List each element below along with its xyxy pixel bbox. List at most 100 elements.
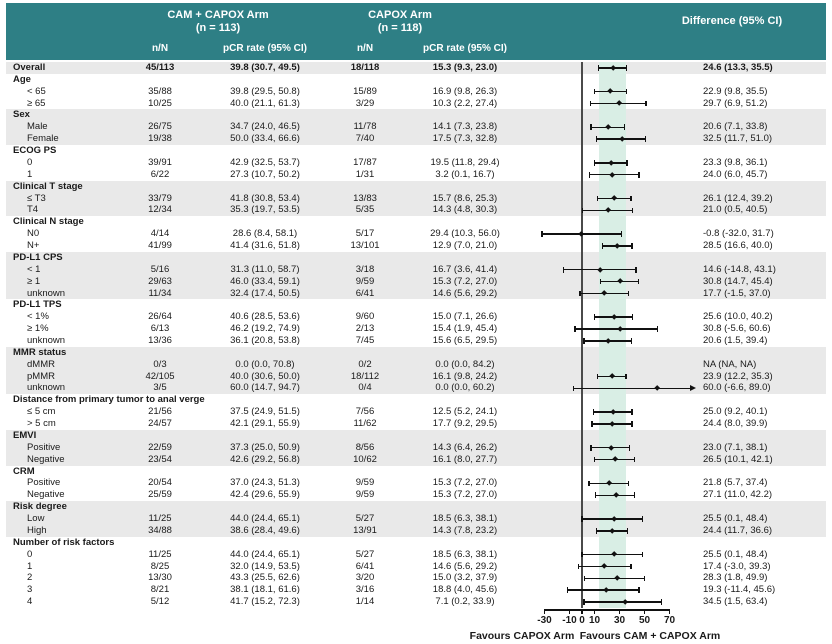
cell-arm1-nn: 13/30	[148, 572, 172, 584]
cell-arm2-nn: 1/31	[355, 168, 375, 180]
ci-cap-left	[588, 480, 590, 487]
ci-cap-left	[599, 278, 602, 285]
cell-arm1-nn: 25/59	[148, 489, 172, 501]
cell-arm2-pcr: 18.5 (6.3, 38.1)	[432, 513, 498, 525]
cell-arm2-pcr: 17.5 (7.3, 32.8)	[432, 133, 498, 145]
cell-arm1-pcr: 37.0 (24.3, 51.3)	[230, 477, 300, 489]
group-header-label: ECOG PS	[13, 145, 57, 157]
cell-arm2-nn: 6/41	[355, 287, 375, 299]
cell-arm1-pcr: 37.5 (24.9, 51.5)	[230, 406, 300, 418]
row-label: Positive	[27, 477, 61, 489]
ci-cap-right	[660, 599, 662, 605]
cell-difference: 30.8 (14.7, 45.4)	[703, 275, 773, 287]
cell-arm1-pcr: 39.8 (30.7, 49.5)	[230, 62, 300, 73]
cell-arm2-nn: 3/18	[355, 263, 375, 275]
point-estimate-marker	[610, 515, 617, 523]
cell-difference: 20.6 (1.5, 39.4)	[703, 335, 768, 346]
table-row: N+ 41/99 41.4 (31.6, 51.8) 13/101 12.9 (7.0,…	[6, 240, 826, 252]
axis-tick	[668, 609, 671, 614]
ci-cap-left	[596, 195, 599, 202]
point-estimate-marker	[577, 230, 585, 238]
cell-arm2-nn: 0/4	[358, 382, 372, 394]
ci-cap-left	[583, 338, 585, 344]
group-header-label: EMVI	[13, 429, 37, 441]
cell-arm1-nn: 26/75	[148, 121, 172, 133]
ci-cap-left	[592, 409, 595, 415]
cell-arm1-nn: 3/5	[153, 382, 167, 394]
col-header-nn1: n/N	[151, 43, 169, 54]
point-estimate-marker	[612, 456, 619, 463]
cell-arm2-pcr: 15.6 (6.5, 29.5)	[432, 335, 498, 346]
cell-difference: 26.1 (12.4, 39.2)	[703, 192, 773, 204]
table-row: Clinical N stage	[6, 216, 826, 228]
ci-cap-right	[628, 480, 630, 487]
ci-cap-right	[625, 88, 628, 95]
cell-arm2-nn: 13/83	[353, 192, 377, 204]
cell-arm2-nn: 15/89	[353, 85, 377, 97]
cell-arm2-pcr: 15.3 (7.2, 27.0)	[432, 489, 498, 501]
cell-arm2-nn: 0/2	[358, 358, 372, 370]
ci-cap-right	[631, 207, 634, 214]
cell-arm2-pcr: 18.8 (4.0, 45.6)	[432, 584, 498, 596]
table-row: PD-L1 TPS	[6, 299, 826, 311]
cell-arm2-pcr: 18.5 (6.3, 38.1)	[432, 548, 498, 560]
axis-tick	[643, 609, 646, 614]
ci-cap-left	[593, 456, 596, 463]
table-row: ECOG PS	[6, 145, 826, 157]
cell-arm2-pcr: 16.1 (9.8, 24.2)	[432, 370, 498, 382]
cell-arm2-nn: 13/91	[353, 524, 377, 536]
table-row: Negative 25/59 42.4 (29.6, 55.9) 9/59 15.3 (…	[6, 489, 826, 501]
point-estimate-marker	[601, 290, 608, 297]
point-estimate-marker	[612, 492, 619, 499]
table-row: Positive 22/59 37.3 (25.0, 50.9) 8/56 14.3 (…	[6, 442, 826, 454]
ci-cap-right	[641, 551, 644, 558]
table-row: < 65 35/88 39.8 (29.5, 50.8) 15/89 16.9 (9.8…	[6, 86, 826, 98]
point-estimate-marker	[617, 325, 624, 333]
table-row: High 34/88 38.6 (28.4, 49.6) 13/91 14.3 (7.8…	[6, 525, 826, 537]
ci-cap-left	[595, 492, 597, 499]
point-estimate-marker	[603, 587, 610, 594]
cell-arm2-pcr: 7.1 (0.2, 33.9)	[435, 596, 495, 608]
cell-arm2-nn: 11/78	[353, 121, 377, 133]
cell-arm1-pcr: 43.3 (25.5, 62.6)	[230, 572, 300, 584]
group-header-label: Clinical T stage	[13, 180, 83, 192]
cell-arm1-pcr: 27.3 (10.7, 50.2)	[230, 168, 300, 180]
row-label: pMMR	[27, 370, 55, 382]
table-row: EMVI	[6, 430, 826, 442]
table-row: ≥ 1 29/63 46.0 (33.4, 59.1) 9/59 15.3 (7.2, …	[6, 276, 826, 288]
group-shading	[6, 501, 826, 537]
cell-difference: 32.5 (11.7, 51.0)	[703, 133, 773, 145]
cell-difference: 24.4 (8.0, 39.9)	[703, 418, 768, 430]
cell-arm2-pcr: 3.2 (0.1, 16.7)	[435, 168, 495, 180]
row-label: High	[27, 524, 47, 536]
point-estimate-marker	[617, 278, 624, 285]
cell-arm2-nn: 9/60	[355, 311, 375, 323]
cell-difference: 25.0 (9.2, 40.1)	[703, 406, 768, 418]
group-shading	[6, 62, 826, 74]
ci-cap-left	[589, 100, 592, 107]
cell-arm2-pcr: 15.4 (1.9, 45.4)	[432, 323, 498, 335]
row-label: 1	[27, 560, 33, 572]
cell-difference: 19.3 (-11.4, 45.6)	[703, 584, 776, 596]
ci-cap-left	[593, 314, 596, 320]
table-row: > 5 cm 24/57 42.1 (29.1, 55.9) 11/62 17.7 (9…	[6, 418, 826, 430]
table-row: 1 6/22 27.3 (10.7, 50.2) 1/31 3.2 (0.1, 16.7…	[6, 169, 826, 181]
axis-tick-label: 50	[638, 615, 651, 626]
cell-arm1-pcr: 35.3 (19.7, 53.5)	[230, 204, 300, 216]
cell-difference: 60.0 (-6.6, 89.0)	[703, 382, 771, 394]
arm2-title: CAPOX Arm	[368, 9, 432, 21]
cell-arm2-nn: 13/101	[350, 240, 380, 252]
cell-arm2-pcr: 14.3 (4.8, 30.3)	[432, 204, 498, 216]
row-label: ≥ 65	[27, 97, 46, 109]
row-label: T4	[27, 204, 39, 216]
table-row: Positive 20/54 37.0 (24.3, 51.3) 9/59 15.3 (…	[6, 477, 826, 489]
cell-arm1-nn: 45/113	[145, 62, 175, 73]
cell-arm1-pcr: 39.8 (29.5, 50.8)	[230, 85, 300, 97]
cell-arm1-nn: 20/54	[148, 477, 172, 489]
ci-cap-left	[583, 599, 585, 605]
table-row: 0 11/25 44.0 (24.4, 65.1) 5/27 18.5 (6.3, 38…	[6, 549, 826, 561]
cell-arm1-pcr: 40.0 (21.1, 61.3)	[230, 97, 300, 109]
group-shading	[6, 109, 826, 146]
table-row: Low 11/25 44.0 (24.4, 65.1) 5/27 18.5 (6.3, …	[6, 513, 826, 525]
cell-arm2-nn: 9/59	[355, 275, 375, 287]
